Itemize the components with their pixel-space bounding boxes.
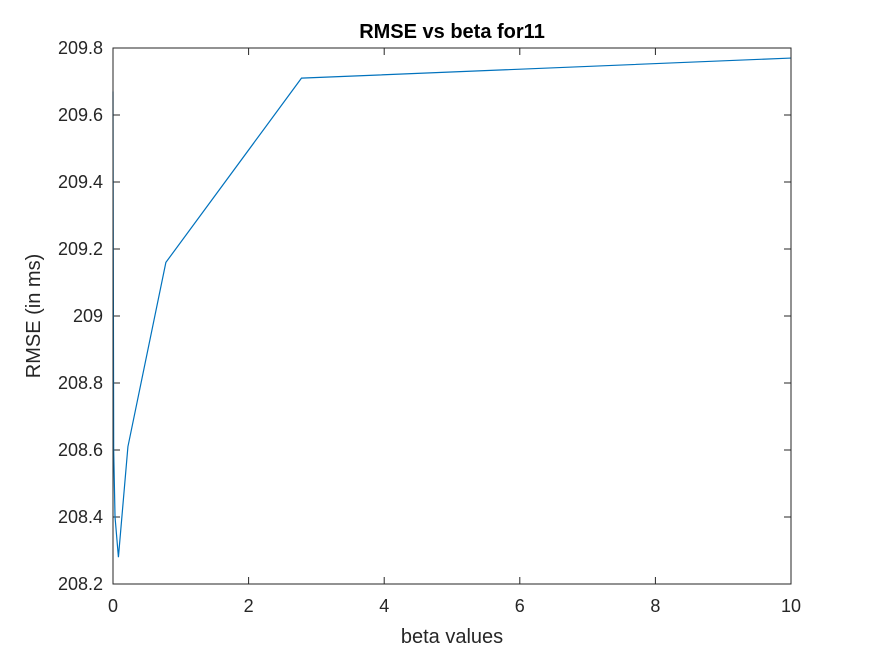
plot-area [113,48,791,584]
y-tick-label: 209.8 [58,38,103,58]
y-tick-label: 208.8 [58,373,103,393]
x-tick-label: 8 [650,596,660,616]
y-tick-label: 208.6 [58,440,103,460]
x-tick-label: 10 [781,596,801,616]
y-tick-label: 209.2 [58,239,103,259]
y-tick-label: 209.4 [58,172,103,192]
x-axis-label: beta values [401,626,503,648]
y-tick-label: 209.6 [58,105,103,125]
y-axis-label: RMSE (in ms) [23,254,45,378]
ticks-layer: 0 2 4 6 8 10 208.2 208.4 208.6 208.8 209 209.2 209.4… [58,38,801,616]
x-tick-label: 4 [379,596,389,616]
plot-frame [112,47,792,585]
y-tick-label: 208.2 [58,574,103,594]
y-tick-label: 208.4 [58,507,103,527]
x-tick-label: 0 [108,596,118,616]
x-tick-label: 6 [515,596,525,616]
x-tick-label: 2 [244,596,254,616]
y-tick-label: 209 [73,306,103,326]
chart-title: RMSE vs beta for11 [359,21,545,43]
